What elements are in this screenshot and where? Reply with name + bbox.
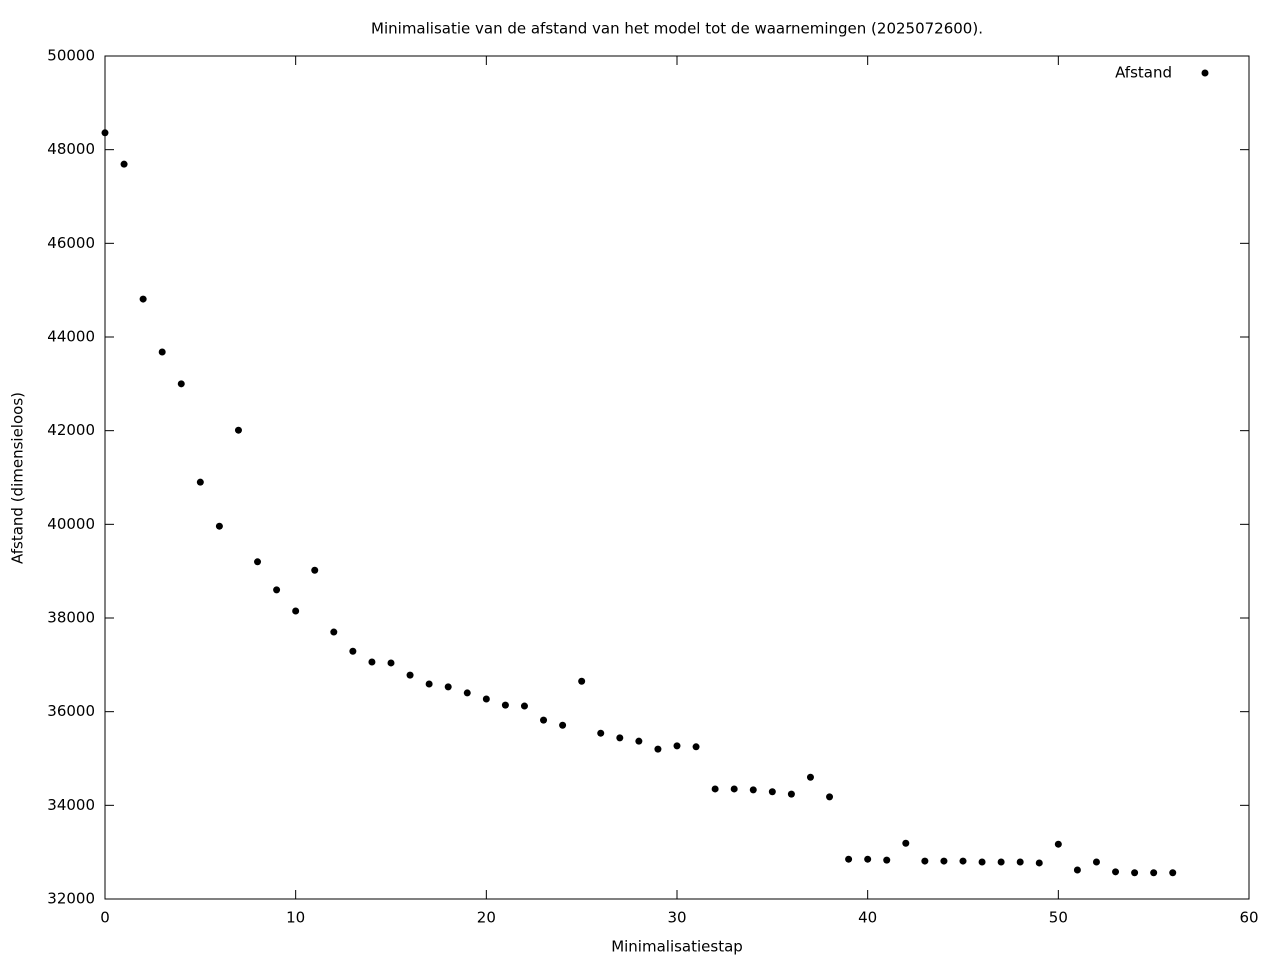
- data-point: [806, 773, 814, 781]
- y-tick-label: 40000: [47, 515, 95, 533]
- x-axis-label: Minimalisatiestap: [611, 938, 743, 956]
- data-point: [940, 857, 948, 865]
- data-point: [578, 677, 586, 685]
- data-point: [711, 785, 719, 793]
- y-tick-label: 50000: [47, 47, 95, 65]
- data-point: [540, 716, 548, 724]
- data-point: [978, 858, 986, 866]
- x-tick-label: 20: [477, 909, 496, 927]
- data-point: [597, 729, 605, 737]
- y-tick-label: 46000: [47, 234, 95, 252]
- y-tick-label: 32000: [47, 890, 95, 908]
- y-tick-label: 36000: [47, 702, 95, 720]
- data-point: [654, 745, 662, 753]
- data-point: [177, 380, 185, 388]
- data-point: [425, 680, 433, 688]
- y-axis-label: Afstand (dimensieloos): [9, 392, 27, 564]
- data-point: [463, 689, 471, 697]
- data-point: [997, 858, 1005, 866]
- data-point: [959, 857, 967, 865]
- x-tick-label: 50: [1049, 909, 1068, 927]
- data-point: [1112, 868, 1120, 876]
- data-point: [120, 160, 128, 168]
- y-tick-label: 48000: [47, 140, 95, 158]
- data-point: [883, 856, 891, 864]
- data-point: [1092, 858, 1100, 866]
- y-tick-label: 42000: [47, 421, 95, 439]
- data-point: [444, 683, 452, 691]
- x-tick-label: 30: [667, 909, 686, 927]
- data-point: [692, 743, 700, 751]
- data-point: [921, 857, 929, 865]
- data-point: [1016, 858, 1024, 866]
- data-point: [101, 129, 109, 137]
- data-point: [139, 295, 147, 303]
- data-point: [196, 478, 204, 486]
- y-tick-label: 38000: [47, 609, 95, 627]
- data-point: [730, 785, 738, 793]
- data-point: [768, 788, 776, 796]
- data-point: [292, 607, 300, 615]
- data-point: [501, 701, 509, 709]
- legend-marker: [1201, 69, 1209, 77]
- x-tick-label: 60: [1239, 909, 1258, 927]
- data-point: [1131, 869, 1139, 877]
- data-point: [1073, 866, 1081, 874]
- x-tick-label: 10: [286, 909, 305, 927]
- data-point: [635, 737, 643, 745]
- data-point: [1054, 840, 1062, 848]
- data-point: [826, 793, 834, 801]
- data-point: [254, 558, 262, 566]
- data-point: [273, 586, 281, 594]
- x-tick-label: 0: [100, 909, 110, 927]
- data-point: [559, 721, 567, 729]
- data-point: [845, 855, 853, 863]
- y-tick-label: 44000: [47, 328, 95, 346]
- data-point: [368, 658, 376, 666]
- chart-title: Minimalisatie van de afstand van het mod…: [371, 20, 983, 38]
- data-point: [1035, 859, 1043, 867]
- data-point: [864, 855, 872, 863]
- data-point: [482, 695, 490, 703]
- data-point: [330, 628, 338, 636]
- data-point: [349, 647, 357, 655]
- data-point: [616, 734, 624, 742]
- data-point: [158, 348, 166, 356]
- data-point: [902, 839, 910, 847]
- x-tick-label: 40: [858, 909, 877, 927]
- data-point: [311, 566, 319, 574]
- y-tick-label: 34000: [47, 796, 95, 814]
- data-point: [1150, 869, 1158, 877]
- data-point: [1169, 869, 1177, 877]
- data-point: [787, 790, 795, 798]
- plot-frame: [104, 55, 1250, 900]
- data-point: [215, 522, 223, 530]
- data-point: [387, 659, 395, 667]
- data-point: [234, 426, 242, 434]
- data-point: [673, 742, 681, 750]
- legend-label: Afstand: [1115, 64, 1172, 82]
- data-point: [520, 702, 528, 710]
- data-point: [749, 786, 757, 794]
- data-point: [406, 671, 414, 679]
